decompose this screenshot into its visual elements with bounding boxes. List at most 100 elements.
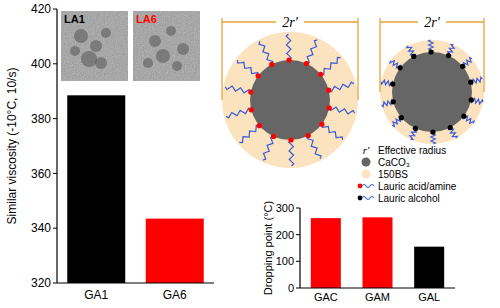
y-tick-label: 420 — [31, 2, 51, 16]
chain — [329, 107, 354, 114]
head-group — [286, 57, 291, 62]
bar-chart: GACGAMGAL0100200300Dropping point (°C) — [262, 201, 455, 303]
y-tick — [53, 118, 57, 119]
y-tick — [53, 228, 57, 229]
head-group — [269, 62, 274, 67]
legend-label: Lauric acid/amine — [378, 181, 457, 192]
head-group — [428, 49, 433, 54]
inset-bg — [61, 11, 128, 81]
head-group — [399, 115, 404, 120]
legend: r′ Effective radiusCaCO₃150BSLauric acid/… — [358, 144, 457, 204]
dimension-label: 2r′ — [282, 15, 298, 30]
particle — [177, 43, 189, 55]
particle — [95, 57, 107, 69]
legend-label: CaCO₃ — [378, 157, 410, 168]
bars — [67, 95, 204, 283]
y-tick-label: 380 — [31, 112, 51, 126]
legend-label: Effective radius — [378, 145, 446, 156]
head-group — [327, 105, 332, 110]
head-group — [448, 125, 453, 130]
inset-noise — [61, 11, 128, 81]
legend-symbol — [358, 184, 363, 189]
chain — [239, 125, 259, 142]
particle — [90, 40, 102, 52]
head-group — [430, 129, 435, 134]
dimension: 2r′ — [222, 15, 358, 100]
particle — [172, 61, 182, 71]
x-axis — [57, 282, 214, 283]
chain — [286, 34, 291, 60]
chain — [237, 60, 258, 76]
y-tick — [296, 234, 300, 235]
y-tick — [53, 283, 57, 284]
head-group — [398, 65, 403, 70]
legend-symbol — [362, 158, 371, 167]
particle — [74, 29, 88, 43]
particle — [70, 46, 80, 56]
y-axis-label: Similar viscosity (-10°C, 10/s) — [5, 68, 19, 225]
legend-symbol — [358, 196, 363, 201]
bars — [311, 217, 444, 288]
particle-model — [222, 32, 358, 168]
diagram: 2r′2r′r′Effective radiusCaCO₃150BSLauric… — [222, 15, 484, 204]
head-group — [319, 122, 324, 127]
legend-symbol: r′ — [363, 144, 370, 156]
dimension: 2r′ — [380, 15, 484, 92]
category-label: GAC — [314, 291, 338, 303]
head-group — [257, 123, 262, 128]
category-label: GAM — [365, 291, 390, 303]
head-group — [446, 53, 451, 58]
particle — [143, 58, 153, 68]
dim-line — [483, 18, 484, 92]
inset-label: LA6 — [136, 13, 157, 25]
y-tick — [53, 63, 57, 64]
chain — [322, 124, 343, 140]
dim-line — [446, 21, 484, 22]
head-group — [304, 61, 309, 66]
bar — [311, 218, 341, 288]
head-group — [391, 99, 396, 104]
tem-inset: LA1 — [61, 11, 128, 81]
head-group — [413, 126, 418, 131]
dim-line — [357, 18, 358, 100]
chain — [259, 41, 273, 64]
head-group — [469, 97, 474, 102]
y-tick — [296, 261, 300, 262]
chain — [321, 57, 341, 74]
bar — [414, 247, 444, 288]
y-tick-label: 200 — [276, 229, 294, 241]
chain — [289, 140, 294, 166]
y-tick-label: 320 — [31, 276, 51, 290]
head-group — [460, 64, 465, 69]
chain — [306, 40, 317, 64]
particle — [149, 35, 161, 47]
y-tick-label: 360 — [31, 167, 51, 181]
chain — [263, 136, 274, 160]
y-tick — [53, 9, 57, 10]
bar — [363, 217, 393, 288]
head-group — [306, 133, 311, 138]
legend-label: Lauric alcohol — [378, 193, 440, 204]
inset-label: LA1 — [64, 13, 85, 25]
legend-symbol — [362, 170, 371, 179]
core — [392, 52, 472, 132]
inset-bg — [133, 11, 200, 81]
x-axis — [300, 287, 455, 288]
dim-line — [222, 21, 276, 22]
dim-line — [379, 18, 380, 92]
y-tick-label: 100 — [276, 255, 294, 267]
head-group — [390, 81, 395, 86]
figure: GA1GA6320340360380400420Similar viscosit… — [0, 0, 500, 308]
y-tick-label: 300 — [276, 202, 294, 214]
chain — [307, 136, 321, 159]
shell — [222, 32, 358, 168]
head-group — [461, 114, 466, 119]
y-tick — [296, 208, 300, 209]
chain — [329, 82, 354, 92]
legend-label: 150BS — [378, 169, 408, 180]
y-axis — [299, 208, 300, 288]
y-axis — [56, 9, 57, 283]
head-group — [411, 54, 416, 59]
particle — [166, 26, 176, 36]
head-group — [326, 88, 331, 93]
